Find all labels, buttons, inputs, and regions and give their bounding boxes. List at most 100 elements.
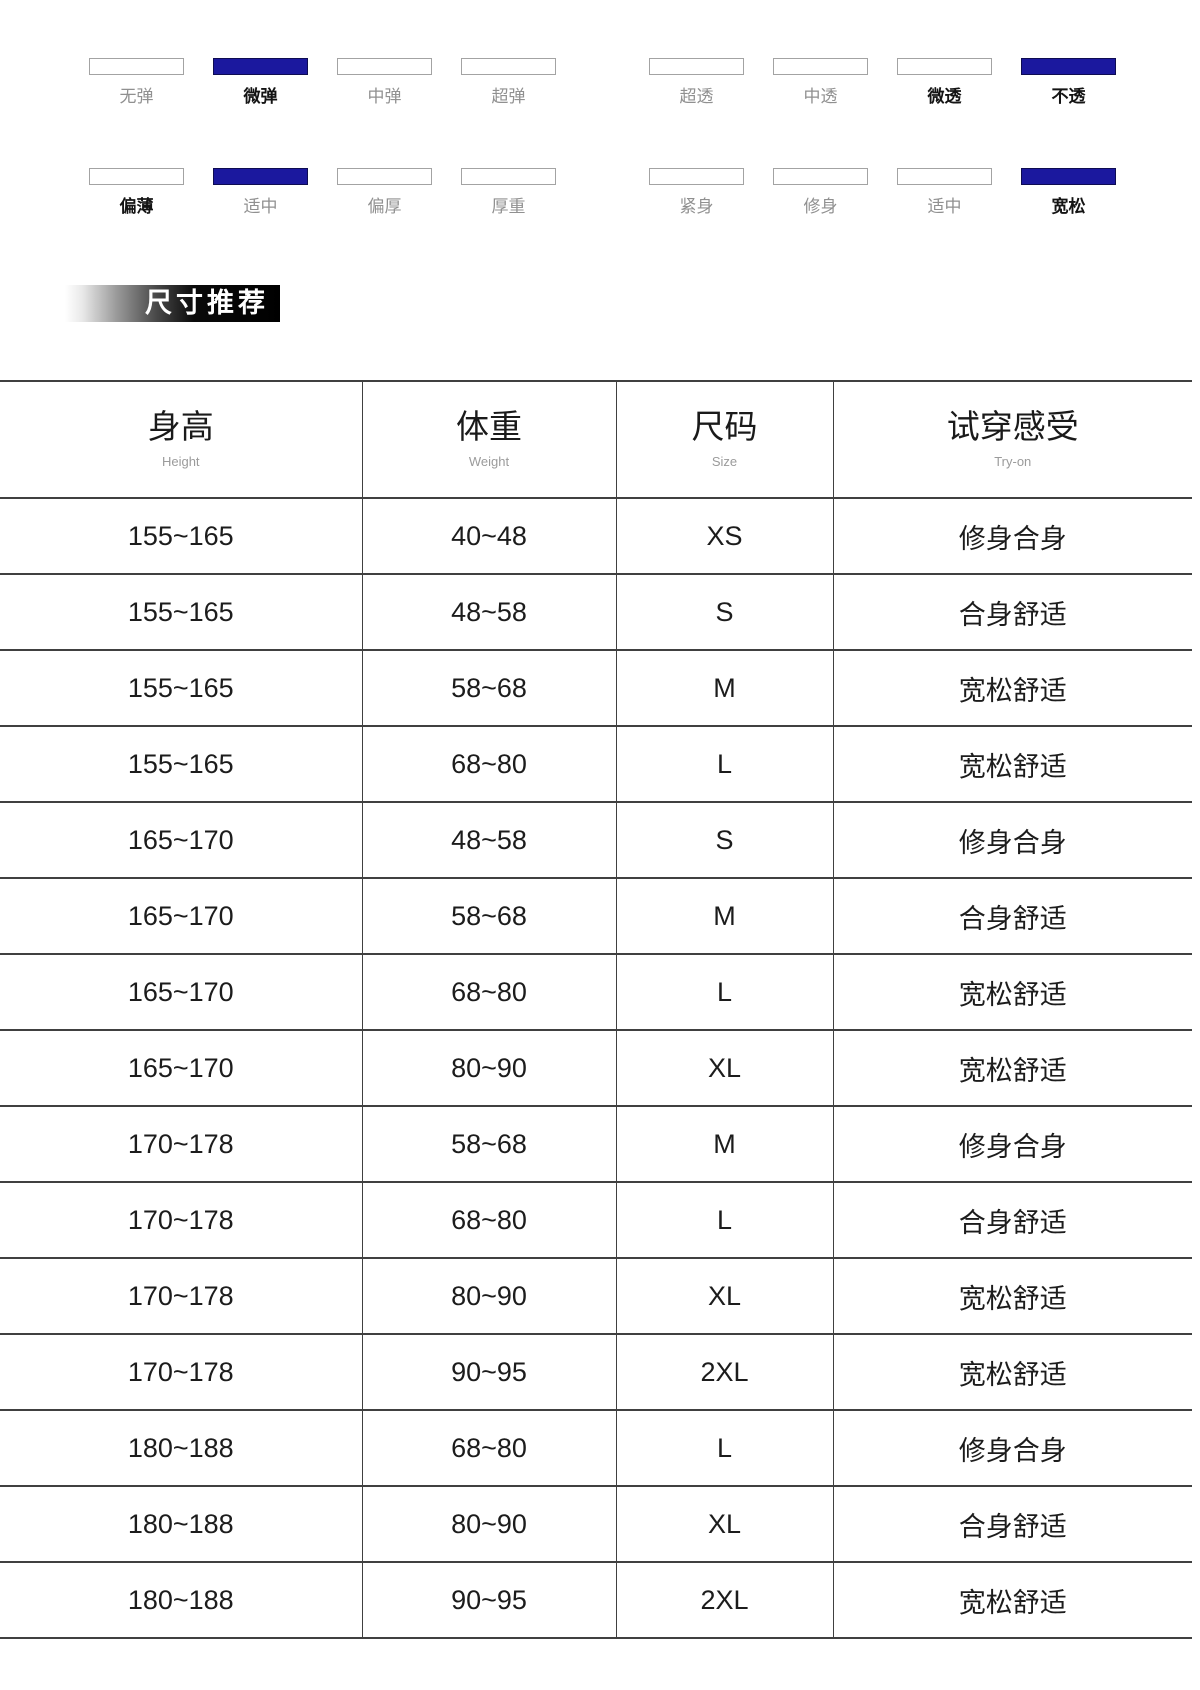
scale-label: 不透: [1051, 87, 1086, 106]
tryon-cell: 修身合身: [832, 802, 1192, 878]
tryon-cell: 宽松舒适: [832, 1334, 1192, 1410]
scale-label: 超透: [679, 87, 714, 106]
scale-box: [89, 58, 184, 75]
elasticity-option: 无弹: [89, 58, 184, 106]
scale-box: [773, 58, 868, 75]
size-cell: S: [615, 574, 833, 650]
height-cell: 170~178: [127, 1128, 234, 1159]
scale-box: [773, 168, 868, 185]
scale-box: [1021, 168, 1116, 185]
tryon-cell: 合身舒适: [832, 878, 1192, 954]
thickness-option: 厚重: [461, 168, 556, 216]
size-cell: L: [615, 1182, 833, 1258]
elasticity-option: 微弹: [213, 58, 308, 106]
scale-label: 中弹: [367, 87, 402, 106]
weight-cell: 68~80: [361, 1182, 616, 1258]
size-cell: M: [615, 1106, 833, 1182]
transparency-option: 不透: [1021, 58, 1116, 106]
size-cell: L: [615, 1410, 833, 1486]
table-row: 165~170 48~58 S 修身合身: [0, 802, 1192, 878]
height-cell: 165~170: [127, 1052, 234, 1083]
size-cell: XL: [615, 1486, 833, 1562]
weight-cell: 48~58: [361, 574, 616, 650]
size-cell: S: [615, 802, 833, 878]
weight-cell: 90~95: [361, 1562, 616, 1638]
scale-label: 修身: [803, 197, 838, 216]
thickness-option: 偏薄: [89, 168, 184, 216]
tryon-cell: 宽松舒适: [832, 1562, 1192, 1638]
column-header-weight: 体重 Weight: [361, 381, 616, 498]
table-row: 170~178 90~95 2XL 宽松舒适: [0, 1334, 1192, 1410]
fit-option: 修身: [773, 168, 868, 216]
size-cell: L: [615, 726, 833, 802]
tryon-cell: 修身合身: [832, 498, 1192, 574]
thickness-option: 偏厚: [337, 168, 432, 216]
fit-option: 宽松: [1021, 168, 1116, 216]
transparency-option: 微透: [897, 58, 992, 106]
column-subtitle: Size: [711, 454, 738, 469]
size-recommendation-banner: 尺寸推荐: [65, 285, 280, 322]
table-row: 180~188 90~95 2XL 宽松舒适: [0, 1562, 1192, 1638]
weight-cell: 80~90: [361, 1030, 616, 1106]
column-title: 体重: [456, 408, 522, 445]
column-subtitle: Height: [161, 454, 200, 469]
table-row: 180~188 80~90 XL 合身舒适: [0, 1486, 1192, 1562]
column-subtitle: Weight: [468, 454, 510, 469]
scale-box: [89, 168, 184, 185]
table-row: 170~178 80~90 XL 宽松舒适: [0, 1258, 1192, 1334]
scale-box: [213, 58, 308, 75]
size-cell: M: [615, 650, 833, 726]
scale-label: 超弹: [491, 87, 526, 106]
weight-cell: 68~80: [361, 954, 616, 1030]
table-row: 155~165 40~48 XS 修身合身: [0, 498, 1192, 574]
height-cell: 155~165: [127, 672, 234, 703]
thickness-scale: 偏薄 适中 偏厚 厚重: [89, 168, 556, 216]
tryon-cell: 宽松舒适: [832, 1030, 1192, 1106]
size-table: 身高 Height 体重 Weight 尺码 Size 试穿感受 Try-on …: [0, 380, 1192, 1639]
height-cell: 155~165: [127, 520, 234, 551]
scale-box: [649, 168, 744, 185]
scale-box: [1021, 58, 1116, 75]
weight-cell: 90~95: [361, 1334, 616, 1410]
scale-box: [337, 58, 432, 75]
weight-cell: 80~90: [361, 1486, 616, 1562]
elasticity-scale: 无弹 微弹 中弹 超弹: [89, 58, 556, 106]
height-cell: 180~188: [127, 1432, 234, 1463]
scale-label: 厚重: [491, 197, 526, 216]
size-cell: M: [615, 878, 833, 954]
column-header-height: 身高 Height: [0, 381, 362, 498]
column-title: 尺码: [691, 408, 758, 445]
scale-box: [213, 168, 308, 185]
fit-option: 紧身: [649, 168, 744, 216]
column-header-size: 尺码 Size: [615, 381, 833, 498]
section-title: 尺寸推荐: [145, 288, 269, 318]
scale-label: 中透: [803, 87, 838, 106]
table-row: 180~188 68~80 L 修身合身: [0, 1410, 1192, 1486]
table-row: 170~178 58~68 M 修身合身: [0, 1106, 1192, 1182]
height-cell: 155~165: [127, 748, 234, 779]
elasticity-option: 超弹: [461, 58, 556, 106]
size-cell: 2XL: [615, 1334, 833, 1410]
height-cell: 165~170: [127, 900, 234, 931]
transparency-option: 中透: [773, 58, 868, 106]
size-cell: 2XL: [615, 1562, 833, 1638]
scale-label: 紧身: [679, 197, 714, 216]
scale-box: [897, 168, 992, 185]
transparency-scale: 超透 中透 微透 不透: [649, 58, 1116, 106]
height-cell: 155~165: [127, 596, 234, 627]
tryon-cell: 宽松舒适: [832, 650, 1192, 726]
weight-cell: 48~58: [361, 802, 616, 878]
height-cell: 165~170: [127, 824, 234, 855]
tryon-cell: 合身舒适: [832, 1182, 1192, 1258]
scale-label: 微弹: [243, 87, 278, 106]
height-cell: 180~188: [127, 1508, 234, 1539]
thickness-option: 适中: [213, 168, 308, 216]
column-subtitle: Try-on: [994, 454, 1032, 469]
tryon-cell: 宽松舒适: [832, 726, 1192, 802]
tryon-cell: 合身舒适: [832, 574, 1192, 650]
weight-cell: 58~68: [361, 1106, 616, 1182]
elasticity-option: 中弹: [337, 58, 432, 106]
size-cell: XL: [615, 1030, 833, 1106]
scale-box: [461, 168, 556, 185]
table-row: 155~165 58~68 M 宽松舒适: [0, 650, 1192, 726]
